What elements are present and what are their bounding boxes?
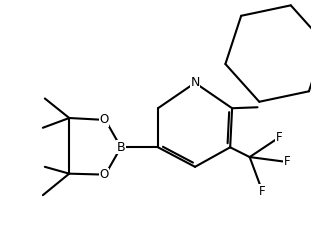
Text: F: F xyxy=(276,131,282,144)
Text: B: B xyxy=(117,141,125,154)
Text: O: O xyxy=(99,114,108,126)
Text: F: F xyxy=(284,156,290,169)
Text: O: O xyxy=(99,168,108,181)
Text: F: F xyxy=(259,185,266,198)
Text: N: N xyxy=(190,76,200,89)
